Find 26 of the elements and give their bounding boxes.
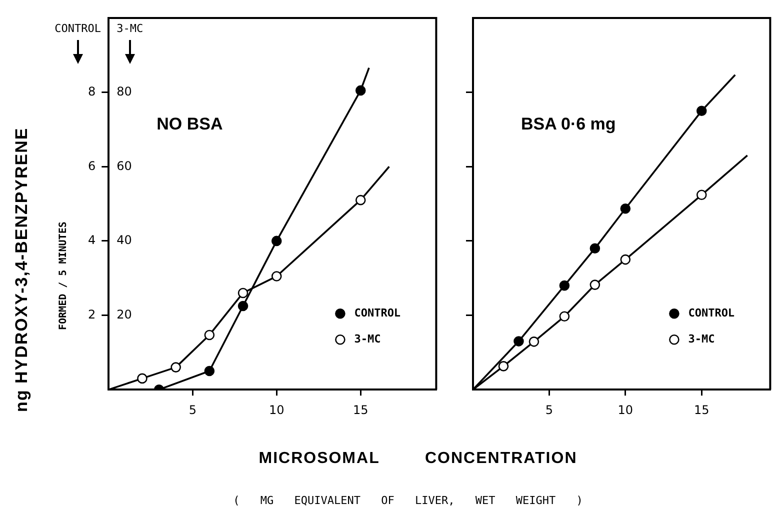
x-tick-label: 10 (618, 402, 634, 417)
y-tick-label: 2 (88, 307, 96, 322)
x-tick-label: 15 (694, 402, 710, 417)
x-axis-title: MICROSOMAL CONCENTRATION (258, 450, 578, 468)
legend-label: 3-MC (688, 332, 715, 346)
x-tick-label: 5 (188, 402, 196, 417)
y2-tick-label: 40 (116, 233, 132, 248)
x-tick-label: 5 (545, 402, 554, 417)
text: ng HYDROXY-3,4-BENZPYRENE (12, 127, 32, 412)
text: NO BSA (156, 114, 223, 134)
y2-tick-label: 80 (116, 84, 132, 98)
y2-axis-title: 3-MC (116, 22, 144, 35)
y-tick-label: 4 (88, 233, 96, 248)
y-axis-title: CONTROL (54, 22, 101, 35)
x-tick-label: 15 (352, 402, 368, 417)
y-tick-label: 6 (88, 158, 96, 173)
y2-tick-label: 20 (116, 307, 132, 322)
y-tick-label: 8 (88, 84, 96, 98)
x-tick-label: 10 (268, 402, 284, 417)
legend-label: CONTROL (354, 306, 401, 320)
text: ( MG EQUIVALENT OF LIVER, WET WEIGHT ) (232, 494, 584, 507)
text: BSA 0·6 mg (521, 114, 616, 134)
legend-label: 3-MC (354, 332, 381, 346)
y2-tick-label: 60 (116, 158, 132, 173)
text: FORMED / 5 MINUTES (58, 222, 69, 330)
legend-label: CONTROL (688, 306, 735, 320)
